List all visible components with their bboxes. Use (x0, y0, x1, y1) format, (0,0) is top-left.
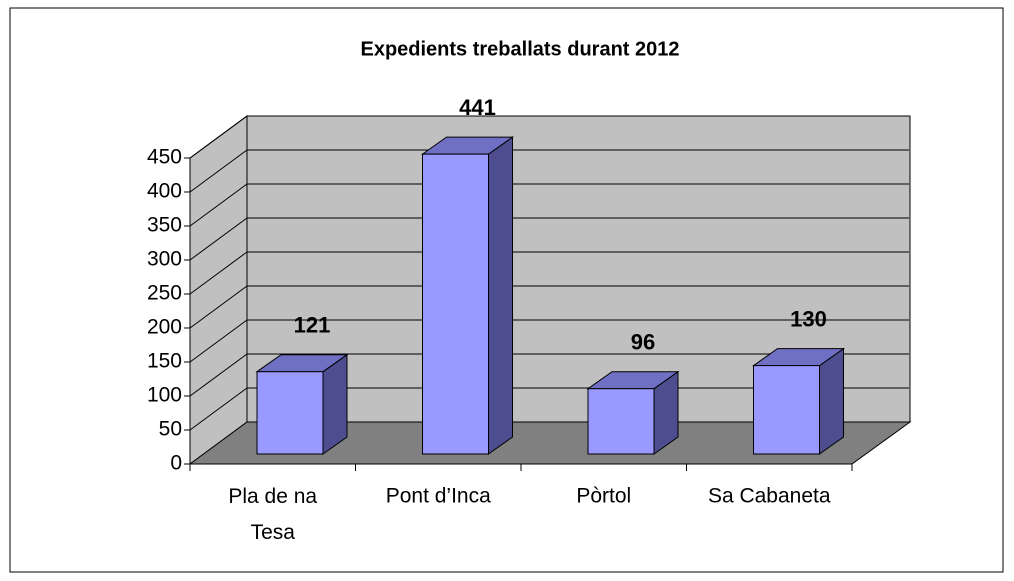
value-label: 96 (631, 330, 655, 355)
y-tick-label: 200 (147, 316, 182, 339)
x-tick-label: Sa Cabaneta (708, 485, 831, 508)
y-tick-label: 300 (147, 248, 182, 271)
grid-line (189, 387, 248, 431)
x-tick-label: Pòrtol (576, 485, 631, 508)
grid-line (189, 115, 248, 159)
x-tick-label: Pla de na Tesa (228, 485, 317, 544)
bar (587, 388, 655, 455)
grid-line (189, 251, 248, 295)
y-tick-label: 0 (170, 452, 182, 475)
bar-side (488, 136, 513, 455)
y-tick-label: 450 (147, 146, 182, 169)
grid-line (189, 285, 248, 329)
bar (753, 365, 820, 455)
grid-line (189, 217, 248, 261)
bar (256, 371, 324, 455)
grid-line (189, 319, 248, 363)
side-wall (189, 115, 248, 465)
grid-line (189, 149, 248, 193)
value-label: 441 (459, 95, 496, 120)
x-tick-label: Pont d’Inca (386, 485, 491, 508)
grid-line (189, 353, 248, 397)
bar (422, 153, 489, 455)
y-tick-label: 100 (147, 384, 182, 407)
y-tick-label: 350 (147, 214, 182, 237)
y-tick-label: 150 (147, 350, 182, 373)
y-tick-label: 250 (147, 282, 182, 305)
y-tick-label: 400 (147, 180, 182, 203)
bar-side (819, 347, 844, 455)
chart-title: Expedients treballats durant 2012 (360, 38, 679, 60)
value-label: 130 (790, 306, 827, 331)
value-label: 121 (294, 313, 331, 338)
grid-line (189, 183, 248, 227)
y-tick-label: 50 (159, 418, 182, 441)
